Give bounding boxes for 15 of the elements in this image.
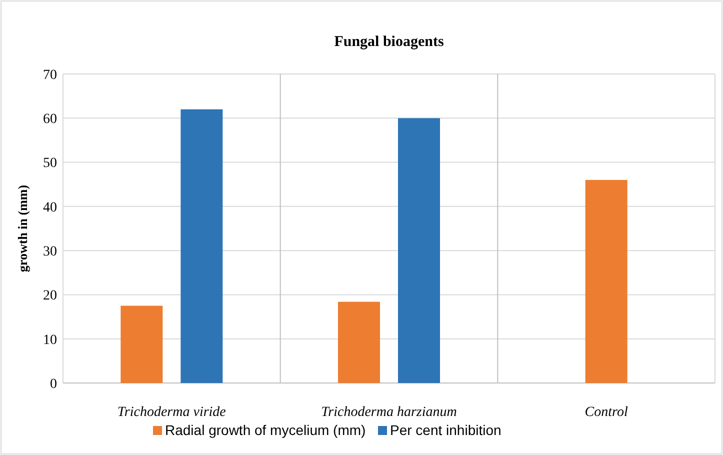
chart-title: Fungal bioagents — [334, 34, 444, 50]
y-tick-label: 50 — [43, 156, 57, 172]
x-tick-label: Control — [584, 405, 628, 420]
legend-label: Radial growth of mycelium (mm) — [165, 422, 366, 438]
y-tick-label: 10 — [43, 332, 57, 348]
y-tick-label: 70 — [43, 68, 57, 83]
x-tick-label: Trichoderma viride — [117, 405, 226, 420]
y-tick-label: 40 — [43, 200, 57, 216]
y-tick-label: 60 — [43, 112, 57, 128]
legend-label: Per cent inhibition — [390, 422, 502, 438]
y-axis-title: growth in (mm) — [15, 184, 30, 272]
y-tick-label: 0 — [50, 376, 57, 392]
y-tick-label: 30 — [43, 244, 57, 260]
x-tick-label: Trichoderma harzianum — [321, 405, 457, 420]
y-tick-label: 20 — [43, 288, 57, 304]
